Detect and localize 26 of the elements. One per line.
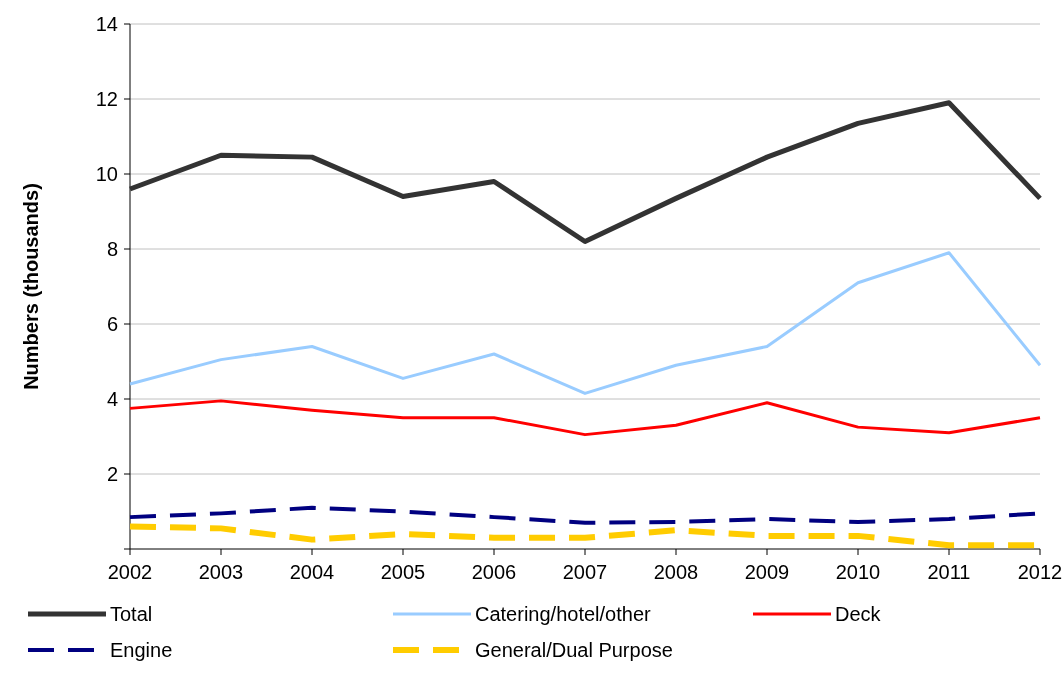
x-tick-label: 2005	[380, 561, 426, 583]
x-tick-label: 2004	[289, 561, 335, 583]
y-tick-label: 12	[95, 88, 118, 110]
x-tick-label: 2002	[107, 561, 153, 583]
x-tick-label: 2009	[744, 561, 790, 583]
x-tick-label: 2008	[653, 561, 699, 583]
legend-label: Catering/hotel/other	[475, 603, 651, 625]
y-tick-label: 4	[106, 388, 118, 410]
x-tick-label: 2006	[471, 561, 517, 583]
y-tick-label: 8	[106, 238, 118, 260]
x-tick-label: 2010	[835, 561, 881, 583]
legend-label: General/Dual Purpose	[475, 639, 673, 661]
line-series	[128, 251, 1042, 395]
y-tick-label: 2	[106, 463, 118, 485]
line-series	[128, 399, 1042, 437]
y-tick-label: 10	[95, 163, 118, 185]
x-tick-label: 2003	[198, 561, 244, 583]
y-axis-title: Numbers (thousands)	[20, 183, 42, 390]
x-tick-label: 2012	[1017, 561, 1062, 583]
y-tick-label: 6	[106, 313, 118, 335]
legend-label: Engine	[110, 639, 173, 661]
y-tick-label: 14	[95, 13, 118, 35]
x-tick-label: 2007	[562, 561, 608, 583]
legend-label: Deck	[835, 603, 882, 625]
x-tick-label: 2011	[927, 561, 971, 583]
legend-label: Total	[110, 603, 153, 625]
